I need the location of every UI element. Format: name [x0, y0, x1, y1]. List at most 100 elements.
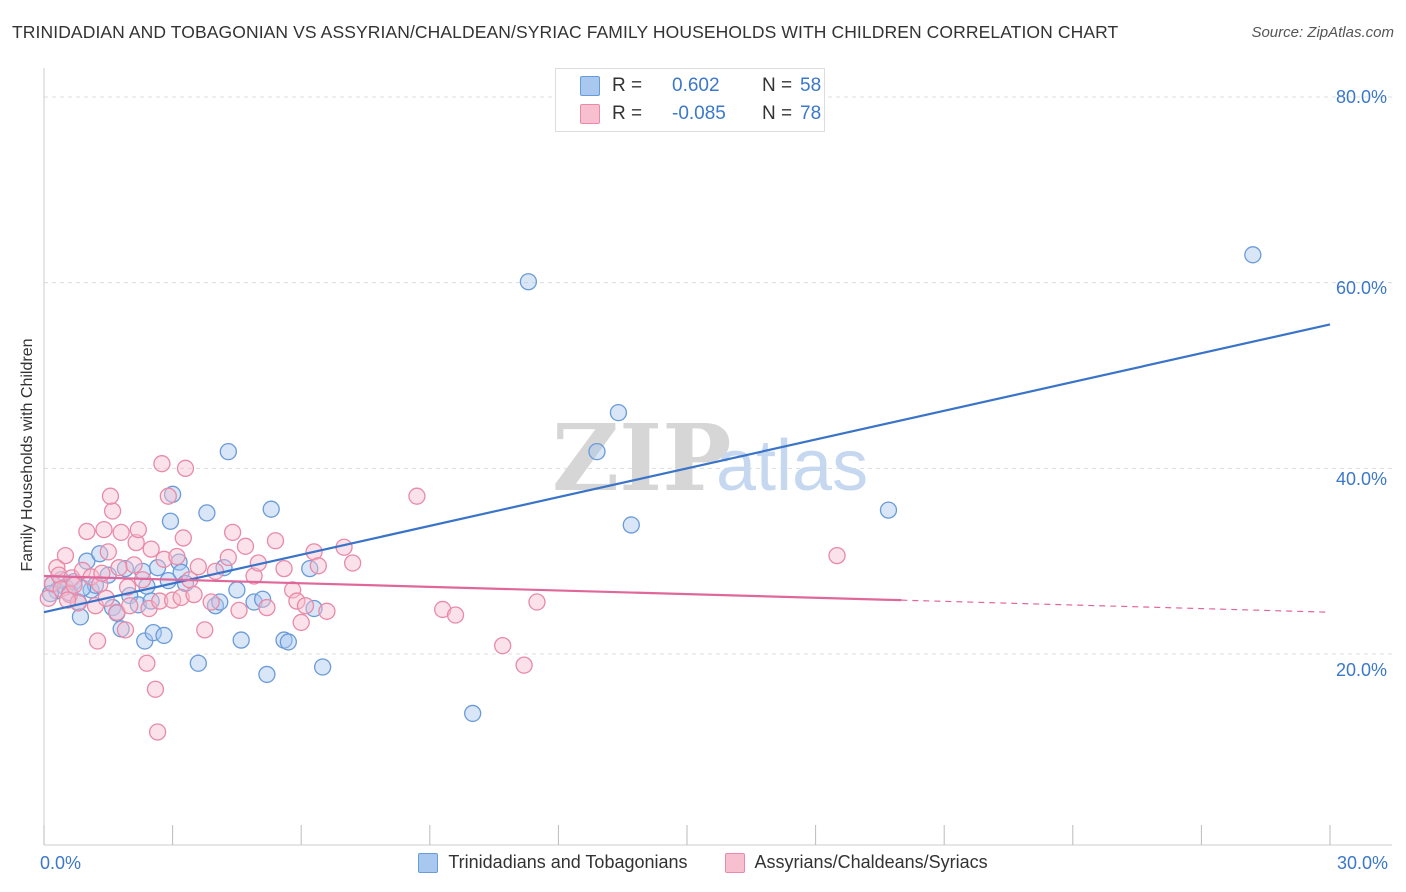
- point-assyrian: [189, 558, 207, 576]
- legend-swatch-trinidadian: [418, 852, 439, 873]
- point-assyrian: [56, 546, 75, 565]
- x-tick-min: 0.0%: [40, 853, 82, 873]
- bottom-legend: Trinidadians and Tobagonians Assyrians/C…: [0, 852, 1406, 878]
- point-assyrian: [155, 550, 173, 568]
- point-assyrian: [101, 487, 120, 505]
- point-assyrian: [95, 520, 113, 539]
- watermark-zip: ZIP: [552, 404, 731, 512]
- point-assyrian: [258, 598, 276, 617]
- point-assyrian: [88, 632, 107, 650]
- point-assyrian: [202, 593, 220, 611]
- point-assyrian: [142, 540, 160, 558]
- point-assyrian: [112, 523, 130, 542]
- point-trinidadian: [258, 665, 276, 684]
- point-trinidadian: [609, 403, 628, 422]
- point-assyrian: [446, 606, 465, 624]
- point-trinidadian: [464, 704, 482, 723]
- point-trinidadian: [879, 501, 898, 519]
- point-assyrian: [185, 585, 203, 604]
- point-assyrian: [408, 487, 426, 505]
- r-value: -0.085: [672, 103, 726, 124]
- legend-label-assyrian: Assyrians/Chaldeans/Syriacs: [754, 852, 988, 872]
- point-assyrian: [151, 592, 169, 610]
- point-assyrian: [125, 556, 143, 574]
- point-assyrian: [196, 621, 214, 639]
- point-assyrian: [828, 546, 846, 565]
- point-trinidadian: [279, 633, 297, 651]
- stats-swatch-assyrian: [580, 104, 600, 124]
- point-assyrian: [318, 602, 336, 620]
- point-assyrian: [245, 567, 263, 585]
- point-trinidadian: [116, 559, 135, 578]
- n-value: 78: [800, 103, 822, 124]
- point-assyrian: [309, 557, 327, 575]
- point-trinidadian: [144, 623, 162, 642]
- point-assyrian: [219, 548, 237, 567]
- point-assyrian: [116, 621, 135, 639]
- point-trinidadian: [189, 654, 207, 672]
- point-assyrian: [50, 566, 68, 584]
- point-assyrian: [266, 532, 285, 550]
- point-assyrian: [223, 523, 242, 542]
- point-assyrian: [515, 656, 533, 674]
- point-assyrian: [230, 601, 248, 620]
- point-trinidadian: [232, 631, 250, 649]
- point-trinidadian: [78, 552, 96, 570]
- point-assyrian: [159, 487, 177, 505]
- point-trinidadian: [1244, 246, 1262, 264]
- r-label: R =: [612, 103, 643, 124]
- point-assyrian: [176, 459, 195, 477]
- point-assyrian: [129, 520, 147, 539]
- point-trinidadian: [228, 581, 246, 599]
- point-assyrian: [146, 680, 165, 698]
- point-trinidadian: [622, 516, 640, 534]
- point-assyrian: [65, 576, 83, 594]
- trendline-assyrian: [43, 574, 902, 602]
- point-assyrian: [172, 588, 190, 607]
- source-label: Source: ZipAtlas.com: [1251, 24, 1394, 41]
- stats-swatch-trinidadian: [580, 76, 600, 96]
- point-assyrian: [58, 591, 77, 609]
- chart-title: TRINIDADIAN AND TOBAGONIAN VS ASSYRIAN/C…: [12, 22, 1119, 42]
- point-trinidadian: [262, 500, 280, 518]
- trendline-assyrian-extension: [901, 599, 1331, 613]
- legend-item-assyrian[interactable]: Assyrians/Chaldeans/Syriacs: [724, 852, 988, 873]
- legend-label-trinidadian: Trinidadians and Tobagonians: [448, 852, 688, 872]
- point-assyrian: [138, 654, 156, 672]
- point-trinidadian: [155, 626, 173, 645]
- n-label: N =: [762, 75, 793, 96]
- point-assyrian: [73, 561, 92, 580]
- point-assyrian: [148, 723, 167, 741]
- point-assyrian: [236, 537, 255, 555]
- point-assyrian: [292, 613, 310, 632]
- point-assyrian: [494, 636, 512, 655]
- point-trinidadian: [519, 273, 538, 291]
- point-assyrian: [121, 597, 139, 615]
- y-tick-80: 80.0%: [1336, 87, 1388, 107]
- point-assyrian: [174, 529, 192, 547]
- legend-item-trinidadian[interactable]: Trinidadians and Tobagonians: [418, 852, 688, 873]
- point-assyrian: [110, 559, 128, 577]
- point-assyrian: [343, 554, 362, 572]
- point-assyrian: [206, 562, 225, 581]
- point-assyrian: [127, 533, 145, 552]
- point-trinidadian: [253, 590, 272, 608]
- stats-legend-box: R = 0.602 N = 58 R = -0.085 N = 78: [555, 68, 825, 132]
- y-tick-20: 20.0%: [1336, 660, 1388, 680]
- point-trinidadian: [161, 512, 180, 530]
- r-label: R =: [612, 75, 643, 96]
- y-tick-60: 60.0%: [1336, 278, 1388, 298]
- point-assyrian: [168, 547, 186, 566]
- y-tick-40: 40.0%: [1336, 469, 1388, 489]
- point-assyrian: [99, 543, 117, 561]
- n-label: N =: [762, 103, 793, 124]
- x-tick-max: 30.0%: [1337, 853, 1389, 873]
- point-assyrian: [153, 455, 171, 473]
- point-assyrian: [103, 502, 122, 520]
- point-assyrian: [296, 597, 315, 615]
- point-assyrian: [275, 559, 293, 578]
- point-assyrian: [78, 522, 96, 541]
- point-assyrian: [528, 593, 546, 611]
- point-trinidadian: [588, 442, 606, 461]
- r-value: 0.602: [672, 75, 720, 96]
